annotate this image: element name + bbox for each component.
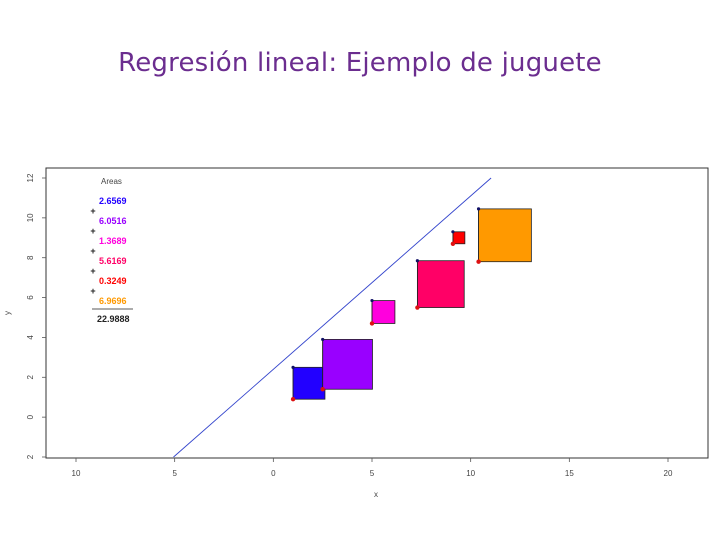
regression-line xyxy=(173,177,492,458)
slide-title: Regresión lineal: Ejemplo de juguete xyxy=(118,48,602,78)
legend-value-4: 5.6169 xyxy=(99,256,127,266)
data-point-6 xyxy=(476,259,481,264)
residual-square-6 xyxy=(478,208,532,263)
residual-square-2 xyxy=(322,339,373,390)
legend-plus-sign: + xyxy=(90,226,95,236)
data-point-1 xyxy=(290,397,296,402)
residual-square-5 xyxy=(452,231,466,245)
x-tick-label: 5 xyxy=(370,469,375,478)
residual-square-3 xyxy=(371,300,396,324)
y-tick-label: 4 xyxy=(26,335,35,340)
y-tick-label: 6 xyxy=(26,295,35,300)
data-point-3 xyxy=(369,321,375,326)
fitted-point-2 xyxy=(321,337,325,342)
x-tick-label: 20 xyxy=(664,469,673,478)
legend-value-2: 6.0516 xyxy=(99,216,127,226)
data-point-4 xyxy=(415,305,420,310)
y-tick-label: 2 xyxy=(26,375,35,380)
x-tick-label: 10 xyxy=(466,469,475,478)
legend-plus-sign: + xyxy=(90,206,95,216)
fitted-point-6 xyxy=(476,207,481,211)
x-tick-label: 15 xyxy=(565,469,574,478)
fitted-point-3 xyxy=(370,298,374,303)
legend-value-1: 2.6569 xyxy=(99,196,127,206)
legend-title: Areas xyxy=(101,177,122,186)
fitted-point-5 xyxy=(451,230,455,234)
residual-square-1 xyxy=(292,366,326,400)
legend-value-5: 0.3249 xyxy=(99,276,127,286)
x-tick-label: 10 xyxy=(72,469,81,478)
legend-plus-sign: + xyxy=(90,286,95,296)
x-tick-label: 5 xyxy=(172,469,177,478)
y-tick-label: 0 xyxy=(26,414,35,419)
fitted-point-4 xyxy=(415,259,419,263)
y-axis-label: y xyxy=(3,311,12,315)
legend-total: 22.9888 xyxy=(97,314,130,324)
residual-square-4 xyxy=(416,260,465,308)
legend-value-3: 1.3689 xyxy=(99,236,127,246)
plot-frame xyxy=(45,167,709,459)
legend-plus-sign: + xyxy=(90,246,95,256)
fitted-point-1 xyxy=(291,365,295,369)
x-tick-label: 0 xyxy=(271,469,276,478)
y-tick-label: 12 xyxy=(26,173,35,182)
data-point-2 xyxy=(320,387,325,392)
x-axis-label: x xyxy=(374,490,378,499)
y-tick-label: 8 xyxy=(26,255,35,260)
data-point-5 xyxy=(450,241,456,246)
legend-value-6: 6.9696 xyxy=(99,296,127,306)
y-tick-label: 2 xyxy=(26,454,35,459)
legend-plus-sign: + xyxy=(90,266,95,276)
y-tick-label: 10 xyxy=(26,213,35,222)
